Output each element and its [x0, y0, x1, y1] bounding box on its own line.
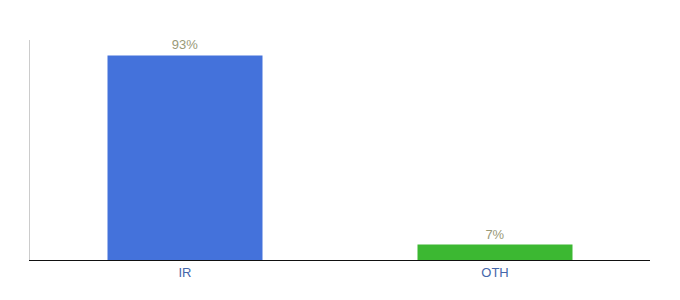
svg-text:OTH: OTH: [481, 265, 508, 280]
svg-text:IR: IR: [179, 265, 192, 280]
svg-text:93%: 93%: [172, 37, 198, 52]
svg-text:7%: 7%: [485, 227, 504, 242]
